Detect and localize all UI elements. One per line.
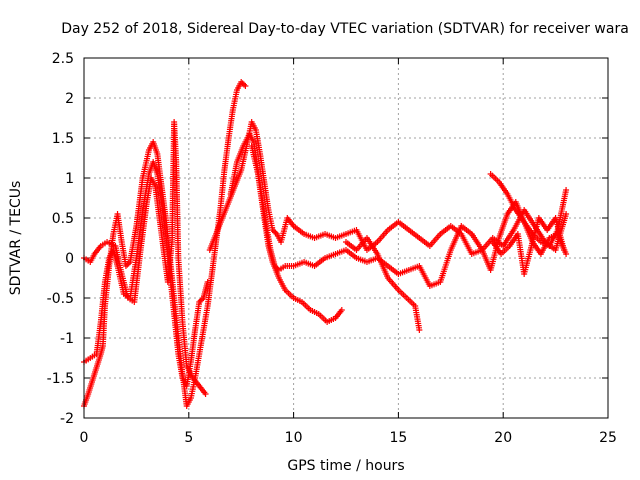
series-arc-b xyxy=(81,159,211,389)
x-tick-label: 20 xyxy=(494,430,512,446)
data-point xyxy=(202,391,209,397)
data-point xyxy=(124,261,131,268)
series-arc-f xyxy=(248,143,345,325)
data-point xyxy=(242,83,249,89)
data-point xyxy=(563,187,570,193)
chart-title: Day 252 of 2018, Sidereal Day-to-day VTE… xyxy=(61,21,629,37)
x-axis-label: GPS time / hours xyxy=(287,458,404,474)
series-arc-g xyxy=(343,235,423,333)
y-tick-label: 1 xyxy=(65,171,74,187)
y-tick-label: 2.5 xyxy=(52,51,74,67)
data-point xyxy=(238,79,245,85)
data-point xyxy=(560,247,567,253)
y-tick-label: 2 xyxy=(65,91,74,107)
plot-frame xyxy=(83,57,609,419)
y-tick-label: 0 xyxy=(65,251,74,267)
data-points xyxy=(81,79,570,409)
x-tick-label: 25 xyxy=(599,430,617,446)
y-tick-label: -1.5 xyxy=(47,371,74,387)
data-point xyxy=(204,279,211,285)
y-tick-label: 0.5 xyxy=(52,211,74,227)
x-tick-label: 5 xyxy=(184,430,193,446)
y-tick-label: -0.5 xyxy=(47,291,74,307)
data-point xyxy=(563,251,570,257)
data-point xyxy=(272,229,279,236)
data-point xyxy=(199,296,206,303)
data-point xyxy=(338,307,345,313)
y-tick-label: -1 xyxy=(60,331,74,347)
axis-ticks: 0 5 10 15 20 25 -2 -1.5 -1 -0.5 0 0.5 1 1.5 2 2.5 xyxy=(47,51,617,446)
data-point xyxy=(125,260,132,267)
data-point xyxy=(197,297,204,304)
data-point xyxy=(122,263,129,269)
data-point xyxy=(239,80,246,87)
data-point xyxy=(563,211,570,217)
x-tick-label: 15 xyxy=(389,430,407,446)
data-point xyxy=(416,327,423,333)
data-point xyxy=(196,299,203,305)
data-point xyxy=(240,81,247,88)
data-point xyxy=(271,228,278,235)
data-point xyxy=(269,227,276,233)
x-tick-label: 10 xyxy=(285,430,303,446)
series-arc-i xyxy=(489,215,567,277)
series-arc-c xyxy=(81,119,209,397)
x-tick-label: 0 xyxy=(80,430,89,446)
y-tick-label: -2 xyxy=(60,411,74,427)
y-axis-label: SDTVAR / TECUs xyxy=(8,181,24,296)
y-tick-label: 1.5 xyxy=(52,131,74,147)
